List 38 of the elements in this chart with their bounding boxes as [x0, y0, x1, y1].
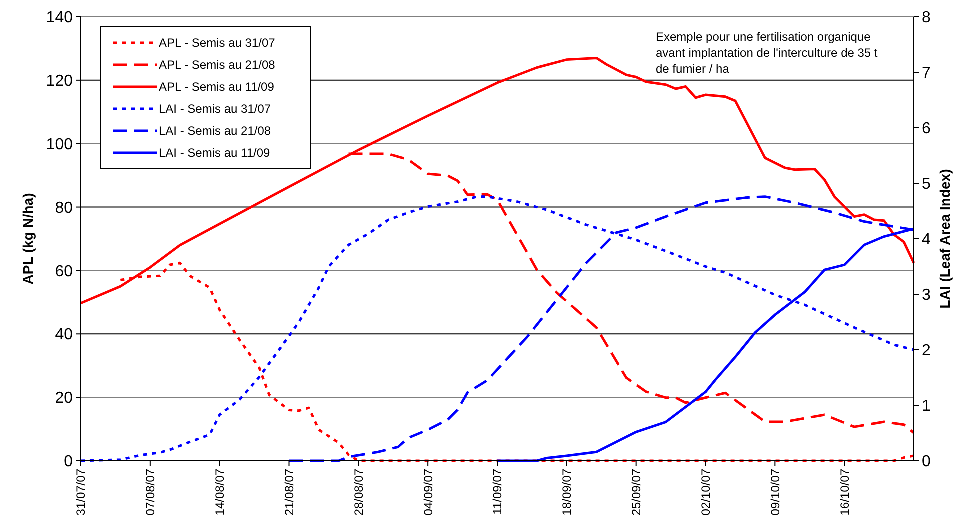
y2-tick-label: 3: [922, 287, 931, 304]
x-tick-label: 25/09/07: [630, 468, 644, 516]
x-tick-label: 09/10/07: [768, 468, 782, 516]
y-axis-title: APL (kg N/ha): [20, 193, 36, 285]
y-tick-label: 60: [55, 263, 74, 280]
x-tick-label: 31/07/07: [74, 468, 88, 516]
y2-tick-label: 6: [922, 120, 931, 138]
y2-tick-label: 4: [922, 232, 931, 249]
x-tick-label: 18/09/07: [560, 468, 574, 516]
x-tick-label: 04/09/07: [421, 468, 436, 516]
legend-label: LAI - Semis au 31/07: [159, 102, 272, 116]
x-tick-label: 02/10/07: [698, 468, 713, 516]
y2-tick-label: 7: [922, 65, 931, 82]
y-tick-label: 140: [46, 10, 74, 27]
x-tick-label: 21/08/07: [282, 468, 296, 516]
legend-label: APL - Semis au 31/07: [159, 36, 276, 50]
annotation: Exemple pour une fertilisation organique avant implantation de l'interculture de 35 t de fumier / ha: [656, 30, 878, 76]
legend-label: APL - Semis au 21/08: [159, 58, 276, 72]
y-tick-label: 100: [46, 136, 74, 154]
x-tick-label: 28/08/07: [352, 468, 366, 516]
legend-label: LAI - Semis au 11/09: [159, 146, 270, 160]
x-tick-label: 14/08/07: [213, 468, 228, 516]
y2-tick-label: 1: [922, 398, 931, 416]
legend-label: LAI - Semis au 21/08: [159, 124, 272, 138]
y-tick-label: 80: [55, 200, 74, 217]
y2-tick-label: 5: [922, 176, 931, 194]
y2-tick-label: 2: [922, 342, 931, 360]
y-tick-label: 120: [46, 73, 74, 90]
y-tick-label: 0: [64, 454, 74, 471]
x-tick-label: 11/09/07: [490, 468, 505, 515]
y-tick-label: 40: [55, 326, 74, 344]
y-tick-label: 20: [55, 390, 74, 408]
x-tick-label: 16/10/07: [838, 468, 852, 516]
legend-label: APL - Semis au 11/09: [159, 80, 275, 94]
x-tick-label: 07/08/07: [144, 468, 158, 516]
y2-tick-label: 8: [922, 10, 931, 27]
y2-axis-title: LAI (Leaf Area Index): [937, 169, 953, 309]
y2-tick-label: 0: [922, 454, 931, 471]
